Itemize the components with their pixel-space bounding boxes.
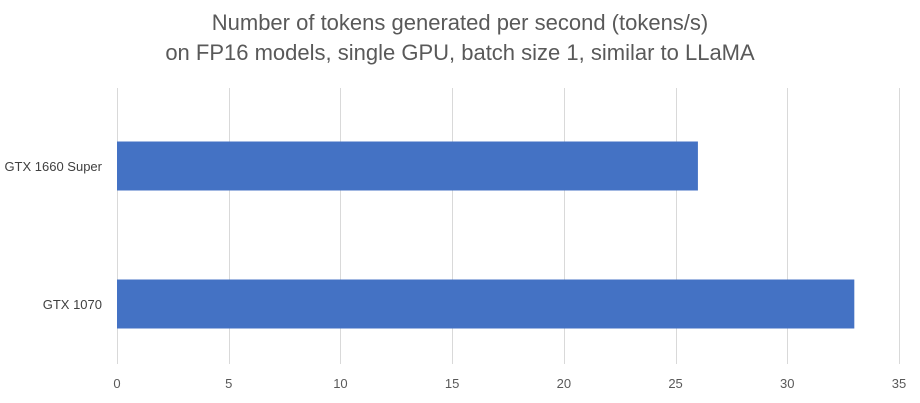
bars <box>117 141 855 329</box>
x-axis-tick-labels: 0 5 10 15 20 25 30 35 <box>113 376 906 391</box>
category-label: GTX 1070 <box>43 297 102 312</box>
x-tick-label: 0 <box>113 376 120 391</box>
category-labels: GTX 1660 Super GTX 1070 <box>4 159 102 312</box>
x-tick-label: 5 <box>225 376 232 391</box>
x-tick-label: 15 <box>445 376 459 391</box>
chart-title-line-1: Number of tokens generated per second (t… <box>211 10 709 35</box>
bar-gtx-1660-super <box>117 141 698 191</box>
chart-title-line-2: on FP16 models, single GPU, batch size 1… <box>165 40 755 65</box>
bar-gtx-1070 <box>117 279 855 329</box>
x-tick-label: 25 <box>668 376 682 391</box>
chart-title: Number of tokens generated per second (t… <box>0 8 920 68</box>
category-label: GTX 1660 Super <box>4 159 102 174</box>
x-tick-label: 30 <box>780 376 794 391</box>
x-tick-label: 20 <box>557 376 571 391</box>
x-tick-label: 10 <box>333 376 347 391</box>
x-tick-label: 35 <box>892 376 906 391</box>
